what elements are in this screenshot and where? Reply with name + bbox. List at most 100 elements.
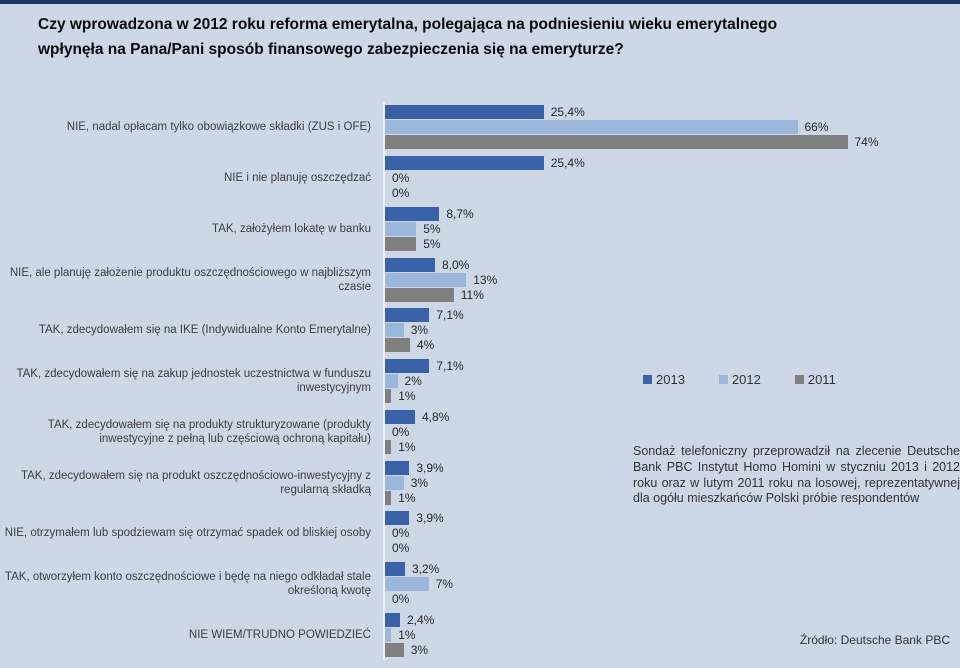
bar-line: 0%: [385, 425, 960, 439]
category-label: NIE, otrzymałem lub spodziewam się otrzy…: [4, 527, 371, 540]
bar-line: 25,4%: [385, 105, 960, 120]
bar-value-label: 2%: [404, 374, 422, 389]
bar-value-label: 25,4%: [550, 156, 585, 171]
bar-line: 4,8%: [385, 409, 960, 424]
bar-2012: [385, 627, 392, 642]
category-bars: 3,9% 0% 0%: [383, 507, 960, 559]
bar-value-label: 11%: [460, 287, 484, 302]
bar-value-label: 1%: [398, 627, 416, 642]
bar-value-label: 66%: [804, 120, 829, 135]
bar-2011: [385, 135, 848, 150]
bar-value-label: 3%: [410, 323, 429, 338]
bar-2013: [385, 511, 410, 526]
bar-line: 8,0%: [385, 257, 960, 272]
chart-row: TAK, zdecydowałem się na zakup jednostek…: [0, 355, 960, 407]
bar-line: 3%: [385, 323, 960, 338]
bar-value-label: 3%: [410, 642, 429, 657]
bar-line: 25,4%: [385, 156, 960, 171]
bar-value-label: 0%: [392, 171, 410, 186]
bar-value-label: 5%: [423, 221, 441, 236]
legend-swatch-2012: [718, 375, 728, 384]
bar-value-label: 4,8%: [422, 409, 450, 424]
bar-line: 1%: [385, 490, 960, 505]
bar-value-label: 0%: [392, 591, 410, 606]
bar-line: 3,9%: [385, 460, 960, 475]
bar-line: 8,7%: [385, 206, 960, 221]
bar-2013: [385, 257, 435, 272]
category-bars: 3,9% 3% 1%: [383, 457, 960, 508]
bar-line: 0%: [385, 526, 960, 540]
category-label: TAK, otworzyłem konto oszczędnościowe i …: [4, 570, 371, 597]
bar-line: 1%: [385, 389, 960, 404]
bar-line: 74%: [385, 135, 960, 150]
bar-2011: [385, 389, 392, 404]
bar-line: 2%: [385, 374, 960, 389]
category-label: TAK, założyłem lokatę w banku: [212, 222, 371, 235]
bar-2011: [385, 338, 410, 353]
methodology-note: Sondaż telefoniczny przeprowadził na zle…: [633, 444, 960, 506]
bar-value-label: 3,9%: [416, 511, 444, 526]
legend-item-2013: 2013: [643, 372, 685, 387]
chart-row: NIE WIEM/TRUDNO POWIEDZIEĆ 2,4% 1% 3%: [0, 609, 960, 661]
bar-value-label: 25,4%: [550, 105, 585, 120]
category-label: NIE, ale planuję założenie produktu oszc…: [9, 266, 371, 293]
category-label: TAK, zdecydowałem się na IKE (Indywidual…: [38, 324, 371, 337]
legend-item-2012: 2012: [718, 372, 761, 387]
category-bars: 25,4% 66% 74%: [383, 102, 960, 153]
bar-2011: [385, 236, 417, 251]
bar-line: 5%: [385, 236, 960, 251]
bar-value-label: 1%: [398, 490, 416, 505]
bar-line: 3%: [385, 642, 960, 657]
bar-value-label: 4%: [417, 338, 435, 353]
bar-value-label: 7%: [435, 576, 454, 591]
category-bars: 3,2% 7% 0%: [383, 558, 960, 610]
bar-2012: [385, 576, 429, 591]
bar-2013: [385, 409, 415, 424]
category-label: TAK, zdecydowałem się na zakup jednostek…: [16, 368, 371, 395]
bar-line: 3%: [385, 475, 960, 490]
bar-2013: [385, 308, 430, 323]
legend-item-2011: 2011: [794, 372, 836, 387]
category-bars: 8,0% 13% 11%: [383, 254, 960, 305]
bar-value-label: 0%: [392, 526, 410, 541]
bar-value-label: 7,1%: [436, 359, 464, 374]
bar-value-label: 1%: [398, 389, 416, 404]
bar-line: 66%: [385, 120, 960, 135]
legend-label-2011: 2011: [807, 372, 836, 387]
bar-2013: [385, 612, 400, 627]
chart-row: NIE, ale planuję założenie produktu oszc…: [0, 254, 960, 305]
bar-value-label: 0%: [392, 186, 410, 201]
bar-line: 7,1%: [385, 308, 960, 323]
bar-value-label: 0%: [392, 541, 410, 556]
bar-2012: [385, 272, 467, 287]
top-border-stripe: [0, 0, 960, 4]
bar-line: 0%: [385, 171, 960, 185]
chart-title: Czy wprowadzona w 2012 roku reforma emer…: [38, 16, 778, 58]
bar-line: 11%: [385, 287, 960, 302]
bar-line: 5%: [385, 221, 960, 236]
bar-2013: [385, 561, 405, 576]
bar-2011: [385, 490, 392, 505]
bar-2013: [385, 156, 544, 171]
bar-2013: [385, 206, 440, 221]
bar-value-label: 7,1%: [436, 308, 464, 323]
chart-row: TAK, zdecydowałem się na IKE (Indywidual…: [0, 304, 960, 356]
chart-row: TAK, otworzyłem konto oszczędnościowe i …: [0, 558, 960, 610]
bar-2011: [385, 439, 392, 454]
category-bars: 8,7% 5% 5%: [383, 203, 960, 255]
bar-2012: [385, 120, 798, 135]
chart-row: TAK, założyłem lokatę w banku 8,7% 5% 5%: [0, 203, 960, 255]
bar-value-label: 2,4%: [407, 612, 435, 627]
bar-2013: [385, 105, 544, 120]
bar-line: 0%: [385, 592, 960, 606]
bar-value-label: 1%: [398, 439, 416, 454]
bar-line: 4%: [385, 338, 960, 353]
bar-value-label: 3,2%: [412, 561, 440, 576]
legend-label-2012: 2012: [731, 372, 761, 387]
legend-swatch-2013: [643, 375, 652, 384]
category-bars: 4,8% 0% 1%: [383, 406, 960, 458]
category-label: NIE WIEM/TRUDNO POWIEDZIEĆ: [188, 628, 371, 641]
legend-label-2013: 2013: [656, 372, 685, 387]
bar-2012: [385, 323, 404, 338]
bar-value-label: 8,0%: [442, 257, 470, 272]
